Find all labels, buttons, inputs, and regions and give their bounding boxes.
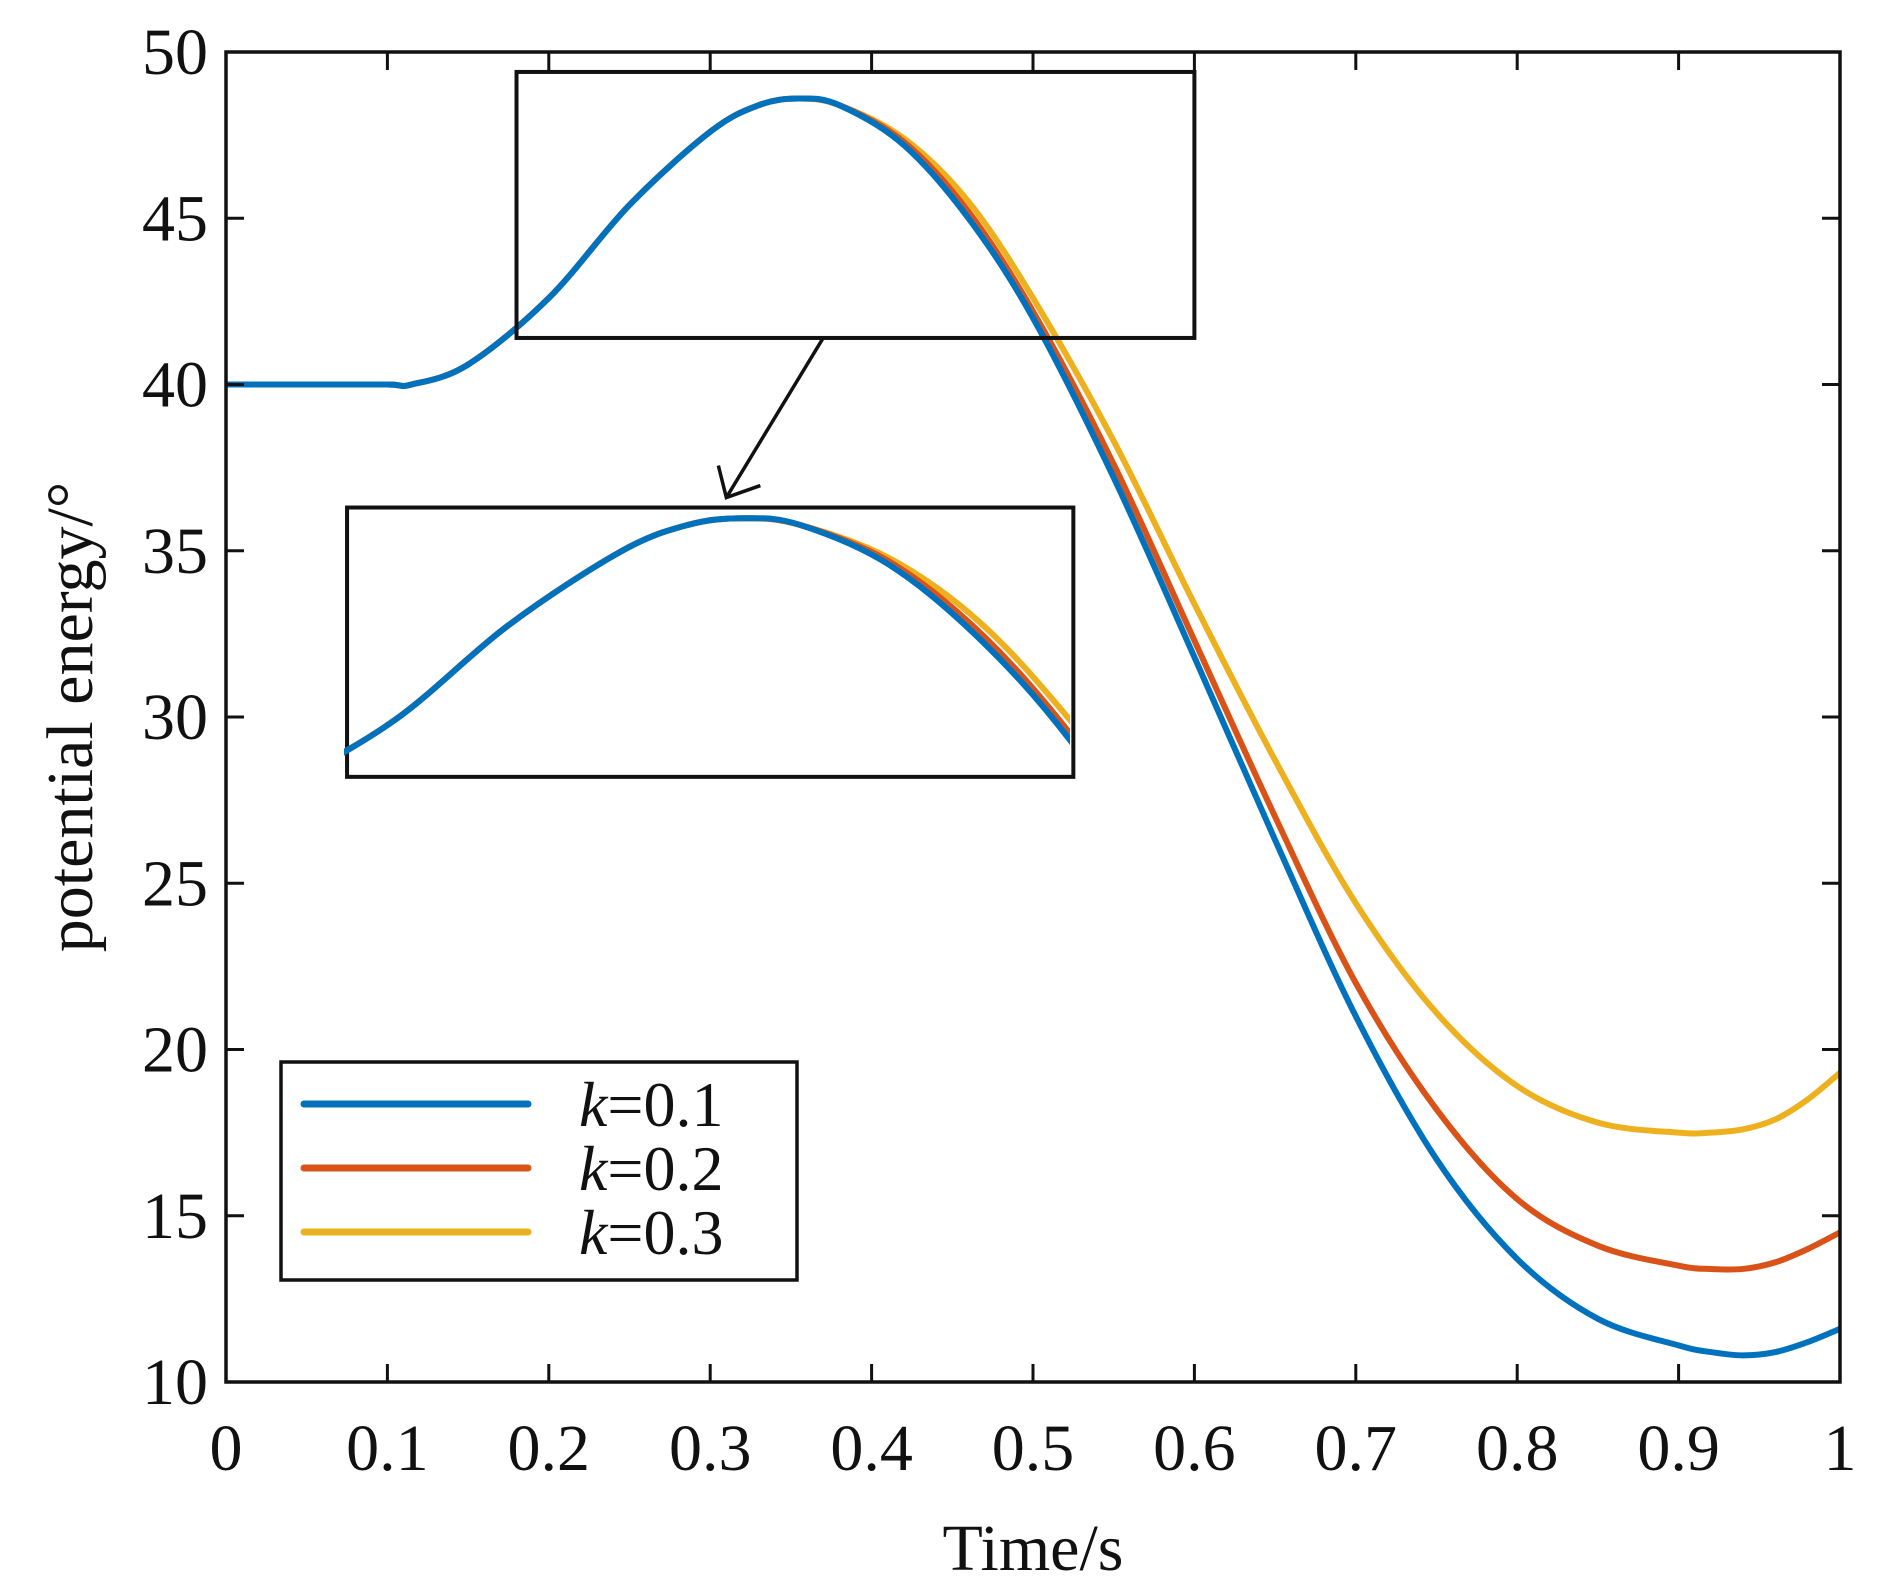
zoom-inset-box (345, 505, 1076, 779)
y-tick-label: 45 (142, 182, 208, 255)
y-tick-label: 15 (142, 1180, 208, 1253)
tick-labels: 0 0.1 0.2 0.3 0.4 0.5 0.6 0.7 0.8 0.9 1 10 15 20 25 30 3… (142, 16, 1857, 1485)
x-tick-label: 0.6 (1153, 1412, 1236, 1485)
x-tick-label: 0.9 (1637, 1412, 1720, 1485)
legend-label: k=0.1 (579, 1069, 724, 1140)
y-tick-label: 10 (142, 1346, 208, 1419)
x-tick-label: 0.5 (992, 1412, 1075, 1485)
y-tick-label: 50 (142, 16, 208, 89)
x-tick-label: 0.1 (346, 1412, 429, 1485)
legend-label: k=0.3 (579, 1197, 724, 1268)
zoom-arrow-head (716, 465, 761, 500)
inset-series-line-k-0-1 (344, 515, 1070, 756)
y-tick-label: 20 (142, 1014, 208, 1087)
curves (226, 95, 1840, 1359)
x-tick-label: 0.7 (1315, 1412, 1398, 1485)
x-tick-label: 1 (1824, 1412, 1857, 1485)
x-tick-label: 0.4 (830, 1412, 913, 1485)
zoom-arrow-shaft (724, 337, 825, 499)
series-line-k-0-1 (226, 95, 1840, 1359)
y-tick-label: 30 (142, 681, 208, 754)
ticks (224, 50, 1842, 1384)
x-tick-label: 0 (210, 1412, 243, 1485)
legend: k=0.1k=0.2k=0.3 (279, 1060, 799, 1282)
x-tick-label: 0.8 (1476, 1412, 1559, 1485)
x-tick-label: 0.2 (508, 1412, 591, 1485)
x-tick-label: 0.3 (669, 1412, 752, 1485)
y-axis-title: potential energy/° (34, 482, 107, 953)
zoom-annotation (345, 69, 1197, 779)
legend-label: k=0.2 (579, 1133, 724, 1204)
y-tick-label: 35 (142, 515, 208, 588)
inset-curves (344, 515, 1070, 756)
y-tick-label: 25 (142, 847, 208, 920)
x-axis-title: Time/s (943, 1512, 1124, 1582)
y-tick-label: 40 (142, 349, 208, 422)
zoom-source-box (514, 69, 1197, 340)
